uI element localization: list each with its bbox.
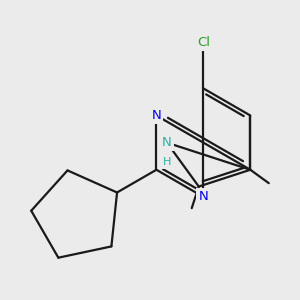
Text: N: N [152, 109, 161, 122]
Text: N: N [199, 190, 208, 203]
Text: Cl: Cl [197, 36, 210, 49]
Text: N: N [162, 136, 172, 149]
Text: H: H [163, 157, 171, 166]
